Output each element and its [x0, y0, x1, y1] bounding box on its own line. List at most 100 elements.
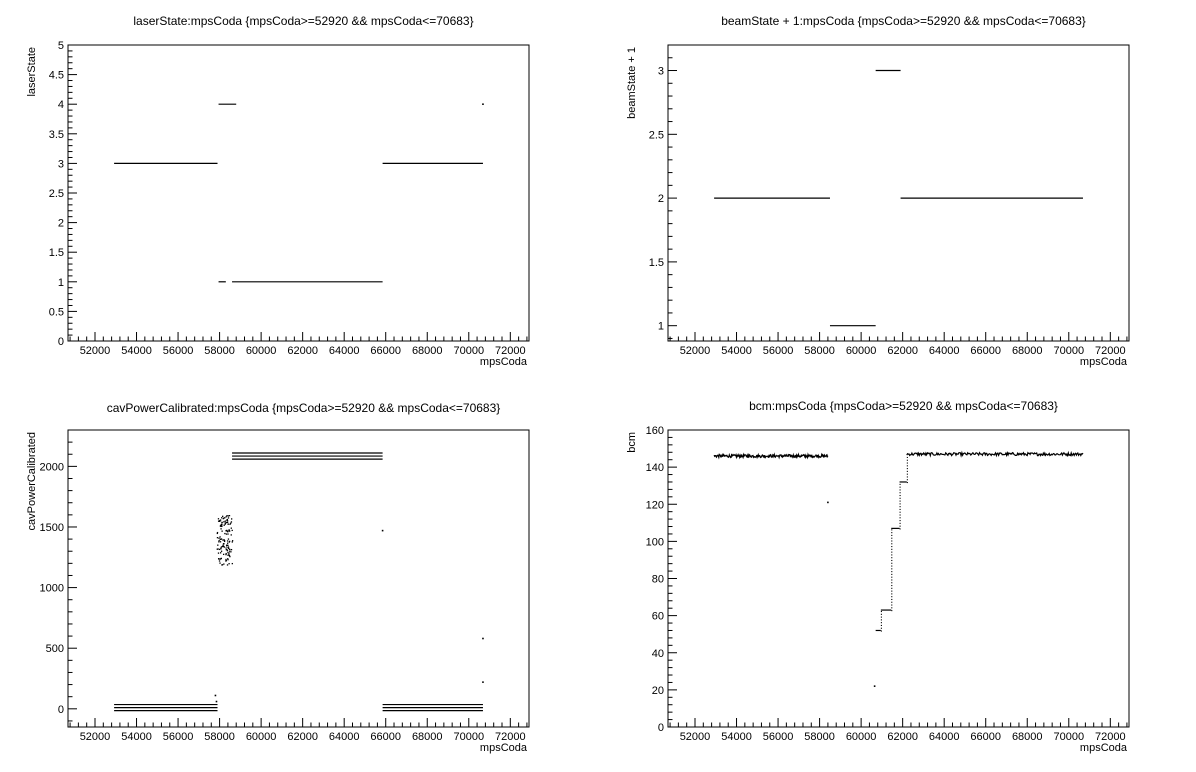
y-tick-label: 20: [652, 685, 664, 697]
data-point: [891, 559, 893, 562]
data-point: [223, 539, 225, 541]
data-point: [906, 473, 908, 475]
data-point: [899, 522, 901, 524]
chart-title: beamState + 1:mpsCoda {mpsCoda>=52920 &&…: [721, 14, 1086, 28]
data-trace: [713, 452, 829, 460]
data-point: [221, 564, 224, 566]
data-point: [229, 523, 231, 525]
data-point: [219, 538, 221, 541]
data-point: [219, 541, 222, 543]
data-point: [899, 494, 901, 497]
data-point: [891, 604, 893, 606]
y-tick-label: 3: [58, 158, 64, 170]
data-point: [217, 520, 220, 522]
x-tick-label: 52000: [680, 731, 711, 743]
x-tick-label: 64000: [929, 345, 960, 357]
data-point: [880, 619, 882, 621]
data-point: [218, 540, 220, 542]
data-point: [891, 587, 893, 589]
data-point: [223, 524, 225, 526]
data-point: [891, 590, 893, 592]
data-point: [219, 536, 221, 538]
x-tick-label: 68000: [412, 731, 443, 743]
x-axis-label: mpsCoda: [480, 742, 528, 754]
data-point: [225, 530, 227, 532]
data-point: [219, 552, 222, 554]
data-point: [891, 571, 893, 573]
plot-frame: [667, 429, 1130, 728]
y-tick-label: 120: [646, 499, 664, 511]
data-point: [482, 103, 484, 105]
data-point: [223, 546, 225, 548]
x-tick-label: 72000: [1095, 731, 1126, 743]
data-point: [891, 610, 893, 612]
data-point: [227, 546, 229, 549]
data-point: [220, 557, 223, 560]
data-point: [227, 551, 229, 554]
data-point: [225, 521, 227, 524]
data-point: [891, 582, 893, 584]
data-point: [227, 515, 229, 517]
x-tick-label: 56000: [763, 731, 794, 743]
data-point: [222, 545, 225, 548]
data-point: [906, 470, 908, 472]
data-point: [880, 610, 882, 613]
y-axis-label: laserState: [26, 47, 38, 97]
data-point: [228, 548, 231, 550]
data-point: [220, 546, 223, 548]
data-point: [220, 547, 222, 549]
y-tick-label: 0: [658, 722, 664, 734]
data-point: [891, 529, 893, 531]
x-axis-label: mpsCoda: [1080, 742, 1128, 754]
y-tick-label: 3.5: [49, 129, 64, 141]
data-point: [899, 517, 901, 519]
x-axis-label: mpsCoda: [480, 356, 528, 368]
x-tick-label: 62000: [287, 731, 318, 743]
data-point: [891, 568, 893, 570]
data-point: [906, 468, 908, 470]
data-point: [218, 558, 220, 560]
data-point: [218, 537, 220, 539]
data-point: [880, 616, 882, 618]
data-point: [906, 476, 908, 478]
x-tick-label: 66000: [370, 345, 401, 357]
data-point: [222, 553, 225, 556]
x-tick-label: 54000: [721, 345, 752, 357]
data-point: [228, 529, 230, 532]
data-point: [224, 522, 227, 524]
y-tick-label: 2: [658, 193, 664, 205]
data-point: [224, 520, 226, 522]
data-point: [223, 539, 226, 542]
data-point: [227, 544, 229, 546]
data-point: [899, 528, 901, 530]
x-tick-label: 70000: [453, 731, 484, 743]
data-point: [227, 517, 230, 519]
data-point: [220, 524, 222, 526]
x-tick-label: 58000: [804, 731, 835, 743]
data-point: [891, 579, 893, 581]
x-tick-label: 52000: [680, 345, 711, 357]
data-point: [891, 565, 893, 567]
data-point: [226, 544, 228, 546]
x-axis-label: mpsCoda: [1080, 356, 1128, 368]
x-tick-label: 70000: [1053, 731, 1084, 743]
x-tick-label: 60000: [846, 731, 877, 743]
data-point: [231, 518, 233, 520]
x-tick-label: 56000: [163, 345, 194, 357]
x-tick-label: 68000: [1012, 345, 1043, 357]
data-point: [906, 459, 908, 461]
chart-title: bcm:mpsCoda {mpsCoda>=52920 && mpsCoda<=…: [749, 399, 1058, 413]
data-point: [226, 519, 228, 521]
data-point: [222, 545, 224, 548]
data-point: [891, 596, 893, 598]
data-point: [225, 516, 227, 518]
data-point: [221, 521, 223, 524]
data-point: [221, 525, 223, 527]
data-point: [891, 601, 893, 603]
y-tick-label: 1: [658, 321, 664, 333]
data-point: [217, 552, 220, 554]
data-point: [227, 538, 230, 540]
data-point: [880, 613, 882, 615]
data-point: [223, 563, 225, 565]
y-tick-label: 2.5: [49, 188, 64, 200]
